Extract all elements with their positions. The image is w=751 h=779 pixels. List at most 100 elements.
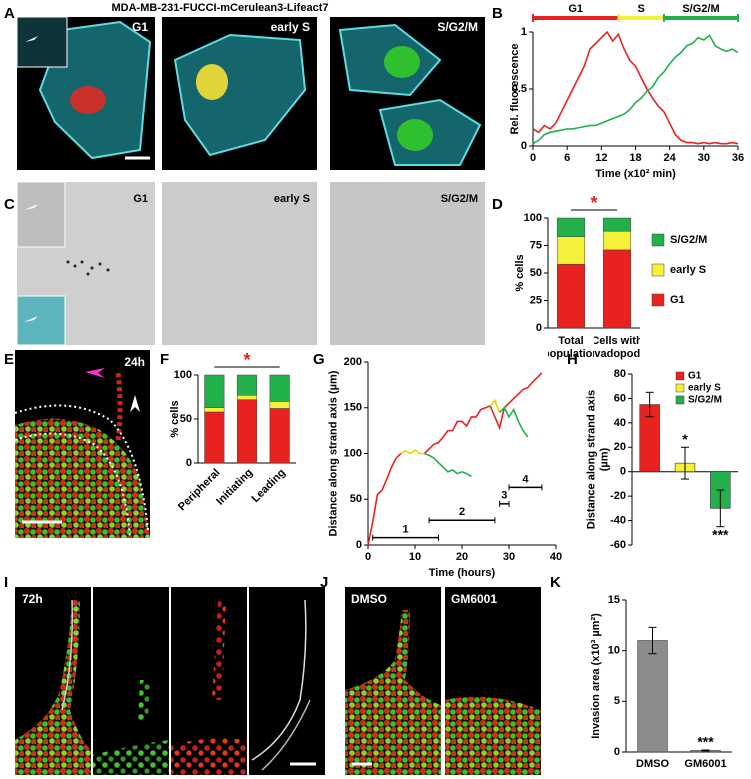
y-tick-label: 50	[350, 493, 362, 505]
bar-segment	[204, 407, 225, 413]
x-tick-label: 0	[530, 152, 536, 164]
y-tick-label: 50	[180, 413, 192, 425]
panel-j-images	[345, 587, 541, 775]
y-axis-label: Rel. fluorescence	[508, 43, 521, 135]
legend-label: early S	[670, 264, 706, 276]
x-tick-label: 30	[503, 551, 515, 563]
image-label: DMSO	[351, 592, 387, 606]
image-label: G1	[132, 20, 148, 34]
bar-segment	[556, 217, 586, 237]
y-tick-label: 0	[536, 322, 542, 334]
x-tick-label: 10	[409, 551, 421, 563]
legend-swatch	[651, 233, 665, 247]
legend-swatch	[651, 263, 665, 277]
interval-label: 2	[459, 506, 465, 518]
y-tick-label: 0.5	[512, 83, 527, 95]
legend-label: G1	[670, 294, 685, 306]
y-axis-label: % cells	[168, 400, 181, 438]
x-tick-label: Cells with invadopodia	[594, 335, 640, 360]
legend-label: early S	[688, 383, 721, 394]
y-tick-label: 25	[530, 294, 542, 306]
y-tick-label: 150	[344, 402, 362, 414]
x-tick-label: 36	[732, 152, 744, 164]
x-tick-label: 30	[698, 152, 710, 164]
image-label: GM6001	[451, 592, 497, 606]
y-tick-label: 5	[614, 695, 620, 707]
panel-letter: I	[4, 574, 8, 591]
legend-label: S/G2/M	[688, 395, 722, 406]
y-tick-label: 0	[614, 746, 620, 758]
bar-segment	[204, 374, 225, 408]
y-tick-label: 20	[614, 441, 626, 453]
y-axis-label: % cells	[513, 254, 526, 292]
y-axis-label-box: Rel. fluorescence	[508, 43, 521, 135]
y-tick-label: 40	[614, 417, 626, 429]
y-tick-label: 0	[521, 140, 527, 152]
x-tick-label: GM6001	[684, 758, 726, 770]
significance-label: ***	[697, 734, 714, 750]
bar-segment	[269, 401, 290, 409]
y-tick-label: 0	[186, 457, 192, 469]
image-label: early S	[271, 20, 310, 34]
panel-letter: C	[4, 196, 15, 213]
panel-c-images	[16, 181, 485, 346]
legend-label: G1	[688, 371, 702, 382]
bar	[637, 640, 668, 753]
line-series	[367, 372, 543, 546]
y-tick-label: 75	[530, 239, 542, 251]
panel-letter: G	[313, 351, 325, 368]
image-label: G1	[133, 193, 148, 205]
y-tick-label: 0	[620, 466, 626, 478]
bar-segment	[204, 411, 225, 464]
bar-segment	[602, 217, 632, 232]
panel-letter: B	[492, 5, 503, 22]
phase-label: S	[638, 3, 645, 15]
x-tick-label-box: Total population	[548, 335, 594, 360]
x-tick-label-box: Cells with invadopodia	[594, 335, 640, 360]
image-label: early S	[274, 193, 310, 205]
x-tick-label: 20	[456, 551, 468, 563]
panel-letter: A	[4, 5, 15, 22]
significance-label: ***	[712, 526, 729, 542]
image-label: 24h	[124, 355, 145, 369]
x-tick-label: 6	[564, 152, 570, 164]
y-tick-label: 80	[614, 368, 626, 380]
y-tick-label: -60	[610, 539, 626, 551]
y-tick-label: 100	[344, 447, 362, 459]
interval-label: 4	[522, 473, 529, 485]
bar-segment	[236, 394, 258, 400]
panel-a-images	[16, 16, 485, 170]
legend-swatch	[651, 293, 665, 307]
legend-label: S/G2/M	[670, 234, 707, 246]
significance-label: *	[590, 193, 597, 213]
image-label: 72h	[22, 592, 43, 606]
y-tick-label: 10	[608, 645, 620, 657]
y-axis-label: Distance along strand axis (µm)	[327, 370, 340, 537]
y-axis-label-box: Distance along strand axis (µm)	[327, 370, 340, 537]
y-axis-label-box: Distance along strand axis (µm)	[585, 389, 610, 530]
y-tick-label: 60	[614, 392, 626, 404]
y-axis-label-box: % cells	[513, 254, 526, 292]
panel-letter: F	[160, 351, 169, 368]
x-tick-label: Peripheral	[176, 467, 223, 514]
y-axis-label: Distance along strand axis (µm)	[585, 389, 610, 530]
y-axis-label-box: Invasion area (x10³ µm²)	[590, 613, 602, 739]
x-axis-label: Time (hours)	[429, 567, 496, 579]
line-series	[532, 30, 739, 145]
x-tick-label: 24	[664, 152, 677, 164]
significance-label: *	[243, 350, 250, 370]
bar-segment	[602, 249, 632, 329]
y-tick-label: -20	[610, 490, 626, 502]
significance-label: *	[682, 431, 688, 447]
y-tick-label: 1	[521, 26, 527, 38]
x-tick-label: 12	[595, 152, 607, 164]
bar-segment	[269, 374, 290, 402]
panel-letter: K	[550, 574, 561, 591]
panel-title: MDA-MB-231-FUCCI-mCerulean3-Lifeact7	[112, 2, 329, 14]
phase-label: G1	[568, 3, 583, 15]
image-label: S/G2/M	[441, 193, 478, 205]
legend-swatch	[675, 383, 685, 393]
bar-segment	[602, 230, 632, 251]
bar-segment	[236, 374, 258, 396]
